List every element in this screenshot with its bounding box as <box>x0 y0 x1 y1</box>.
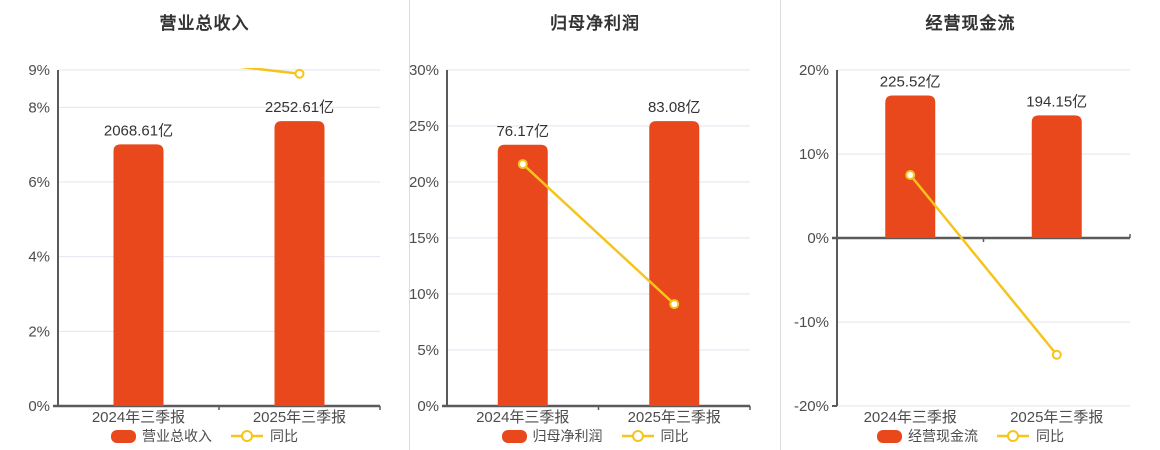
yoy-marker <box>294 68 305 79</box>
legend-item-bar[interactable]: 归母净利润 <box>501 426 603 446</box>
legend-item-line[interactable]: 同比 <box>621 426 689 446</box>
bar-value-label: 2252.61亿 <box>265 99 334 116</box>
yoy-line-group <box>905 170 1062 360</box>
x-category-label: 2024年三季报 <box>92 409 185 426</box>
legend-line-label: 同比 <box>270 428 298 444</box>
yoy-marker <box>517 159 528 170</box>
bar-2024年三季报 <box>497 144 548 407</box>
y-tick-label: -10% <box>794 314 829 331</box>
chart-title-net-profit: 归母净利润 <box>550 14 640 33</box>
y-tick-label: 0% <box>28 398 50 415</box>
legend-line-icon <box>621 430 654 442</box>
legend-line-label: 同比 <box>660 428 689 444</box>
bar-value-label: 194.15亿 <box>1026 93 1087 110</box>
legend-net-profit: 归母净利润 同比 <box>410 426 780 446</box>
chart-panel-operating-cashflow: -20% -10% 0% 10% 20% 225.52亿 194.15亿 2024年三季报 20… <box>781 0 1160 450</box>
legend-item-bar[interactable]: 营业总收入 <box>111 426 212 446</box>
x-category-label: 2025年三季报 <box>628 409 721 426</box>
legend-bar-label: 营业总收入 <box>142 428 212 444</box>
yoy-line <box>239 68 301 75</box>
y-tick-label: 0% <box>417 398 439 415</box>
y-tick-label: 2% <box>28 323 50 340</box>
legend-revenue: 营业总收入 同比 <box>0 426 409 446</box>
legend-line-label: 同比 <box>1036 428 1064 444</box>
legend-cashflow: 经营现金流 同比 <box>781 426 1160 446</box>
yoy-line <box>909 173 1058 357</box>
y-tick-label: 8% <box>28 99 50 116</box>
chart-title-revenue: 营业总收入 <box>159 14 250 33</box>
cashflow-chart: -20% -10% 0% 10% 20% 225.52亿 194.15亿 2024年三季报 20… <box>794 62 1131 426</box>
y-tick-label: 20% <box>799 62 829 79</box>
legend-bar-swatch-icon <box>877 429 902 443</box>
yoy-marker <box>669 299 680 310</box>
y-tick-label: 20% <box>410 174 439 191</box>
bar-value-label: 76.17亿 <box>496 123 549 140</box>
y-tick-label: 30% <box>410 62 439 79</box>
yoy-line <box>521 162 676 306</box>
bar-2024年三季报 <box>885 95 936 238</box>
yoy-marker <box>1051 349 1062 360</box>
y-tick-label: 0% <box>807 230 829 247</box>
yoy-line-group <box>135 51 305 79</box>
y-tick-label: 25% <box>410 118 439 135</box>
bar-value-label: 83.08亿 <box>648 99 701 116</box>
y-tick-label: 4% <box>28 249 50 266</box>
chart-panel-net-profit: 0% 5% 10% 15% 20% 25% 30% 76.17亿 83.08亿 2024年三季报 2… <box>410 0 781 450</box>
chart-panel-revenue: 0% 2% 4% 6% 8% 9% 2068.61亿 2252.61亿 2024年三季报 2025… <box>0 0 410 450</box>
y-tick-label: 5% <box>417 342 439 359</box>
chart-title-cashflow: 经营现金流 <box>925 14 1016 33</box>
y-tick-label: 10% <box>799 146 829 163</box>
net-profit-chart: 0% 5% 10% 15% 20% 25% 30% 76.17亿 83.08亿 2024年三季报 2… <box>410 62 751 426</box>
y-tick-label: 10% <box>410 286 439 303</box>
legend-item-line[interactable]: 同比 <box>996 426 1064 446</box>
x-category-label: 2025年三季报 <box>253 409 346 426</box>
bar-2025年三季报 <box>649 121 700 407</box>
bar-value-label: 225.52亿 <box>880 74 941 91</box>
legend-item-line[interactable]: 同比 <box>230 426 298 446</box>
yoy-marker <box>135 51 143 59</box>
legend-line-icon <box>231 430 263 442</box>
bar-2024年三季报 <box>113 144 164 407</box>
x-category-label: 2024年三季报 <box>864 409 957 426</box>
legend-bar-label: 归母净利润 <box>532 428 603 444</box>
y-tick-label: 9% <box>28 62 50 79</box>
yoy-line-group <box>517 159 680 310</box>
legend-bar-label: 经营现金流 <box>908 428 978 444</box>
y-tick-label: 15% <box>410 230 439 247</box>
x-category-label: 2024年三季报 <box>476 409 569 426</box>
y-tick-label: -20% <box>794 398 829 415</box>
legend-item-bar[interactable]: 经营现金流 <box>877 426 978 446</box>
legend-bar-swatch-icon <box>501 429 527 443</box>
legend-line-icon <box>997 430 1029 442</box>
bar-2025年三季报 <box>274 121 325 407</box>
revenue-chart: 0% 2% 4% 6% 8% 9% 2068.61亿 2252.61亿 2024年三季报 2025… <box>28 51 381 426</box>
x-category-label: 2025年三季报 <box>1010 409 1103 426</box>
bar-value-label: 2068.61亿 <box>104 122 173 139</box>
bar-2025年三季报 <box>1031 115 1082 238</box>
legend-bar-swatch-icon <box>111 429 136 443</box>
yoy-marker <box>905 170 916 180</box>
y-tick-label: 6% <box>28 174 50 191</box>
